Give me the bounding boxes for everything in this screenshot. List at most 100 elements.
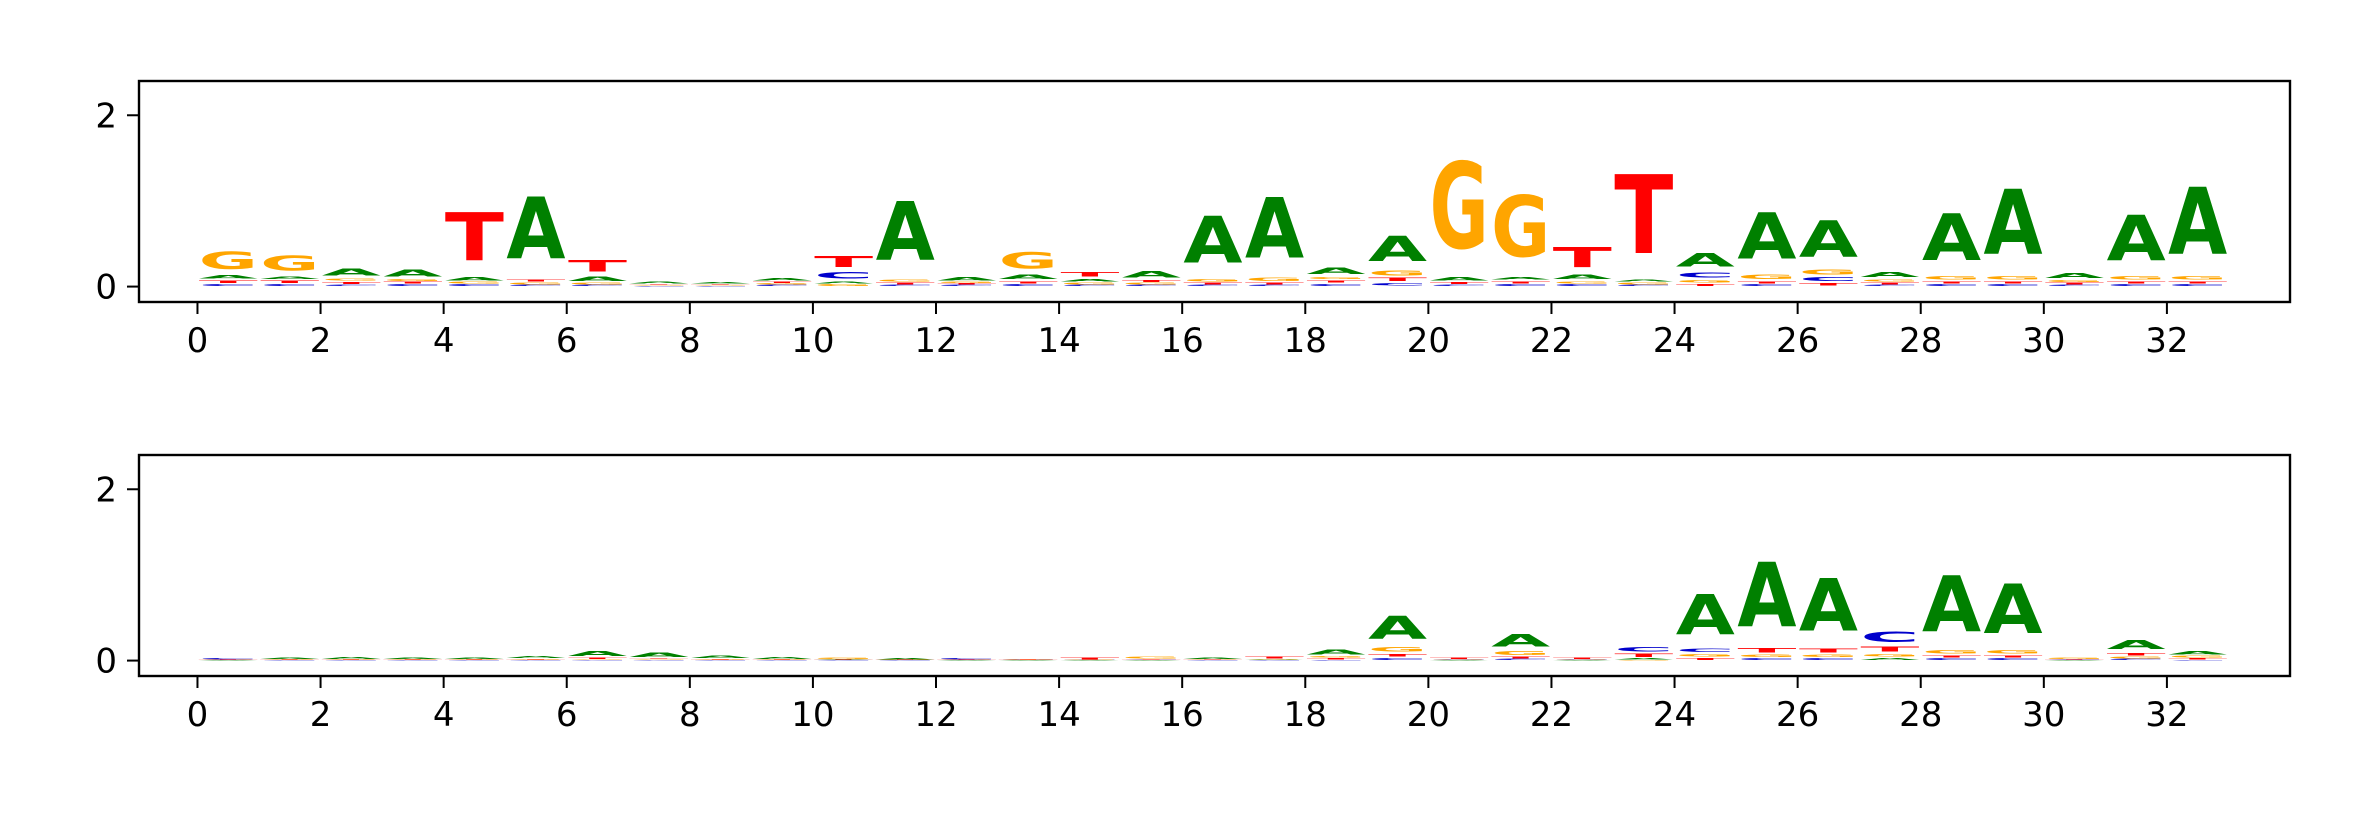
x-tick-label: 16 xyxy=(1161,321,1204,361)
logo-letter-C: C xyxy=(1183,285,1242,287)
logo-letter-C: C xyxy=(1614,646,1673,653)
logo-letter-T: T xyxy=(568,658,627,660)
logo-letter-T: T xyxy=(1307,658,1366,660)
logo-letter-G: G xyxy=(199,660,258,661)
logo-letter-A: A xyxy=(1614,658,1673,660)
logo-letter-T: T xyxy=(1676,657,1735,660)
logo-letter-A: A xyxy=(199,275,258,280)
logo-letter-C: C xyxy=(1430,660,1489,661)
logo-letter-T: T xyxy=(999,281,1058,284)
x-tick-label: 22 xyxy=(1530,321,1573,361)
logo-letter-A: A xyxy=(1368,229,1427,269)
x-tick-label: 10 xyxy=(791,695,834,735)
logo-letter-T: T xyxy=(2168,658,2227,660)
logo-letter-G: G xyxy=(383,279,442,282)
logo-letter-C: C xyxy=(445,660,504,661)
x-tick-label: 16 xyxy=(1161,695,1204,735)
x-tick-label: 2 xyxy=(310,695,332,735)
logo-letter-G: G xyxy=(1922,276,1981,281)
y-tick-label: 2 xyxy=(95,470,117,510)
logo-letter-G: G xyxy=(2168,276,2227,281)
logo-letter-G: G xyxy=(1368,270,1427,278)
logo-letter-C: C xyxy=(1491,659,1550,661)
y-tick-label: 0 xyxy=(95,268,117,308)
logo-letter-G: G xyxy=(1799,654,1858,658)
logo-letter-A: A xyxy=(260,658,319,660)
logo-letter-G: G xyxy=(1799,269,1858,277)
logo-letter-C: C xyxy=(1737,284,1796,287)
x-tick-label: 20 xyxy=(1407,321,1450,361)
logo-letter-C: C xyxy=(753,285,812,287)
logo-letter-T: T xyxy=(1307,280,1366,283)
logo-letter-T: T xyxy=(322,281,381,284)
logo-letter-A: A xyxy=(1245,659,1304,660)
logo-letter-G: G xyxy=(937,281,996,283)
x-tick-label: 8 xyxy=(679,321,701,361)
logo-letter-C: C xyxy=(1984,284,2043,287)
logo-letter-G: G xyxy=(1984,650,2043,655)
logo-letter-A: A xyxy=(1799,211,1858,269)
x-tick-label: 26 xyxy=(1776,321,1819,361)
logo-letter-T: T xyxy=(1245,282,1304,285)
logo-letter-G: G xyxy=(999,248,1058,274)
x-tick-label: 0 xyxy=(187,695,209,735)
logo-letter-C: C xyxy=(1799,658,1858,661)
logo-letter-A: A xyxy=(1553,274,1612,281)
plot-frame xyxy=(137,79,2292,304)
logo-letter-A: A xyxy=(506,181,566,280)
logo-letter-G: G xyxy=(1245,277,1304,282)
logo-letter-G: G xyxy=(876,279,935,282)
logo-letter-T: T xyxy=(506,659,565,660)
logo-letter-C: C xyxy=(630,286,689,287)
x-tick-label: 14 xyxy=(1037,321,1080,361)
logo-letter-T: T xyxy=(814,660,873,661)
logo-letter-A: A xyxy=(1491,631,1550,650)
logo-letter-T: T xyxy=(2045,659,2104,660)
logo-letter-T: T xyxy=(506,279,565,282)
logo-letter-C: C xyxy=(999,284,1058,287)
logo-letter-A: A xyxy=(937,660,996,661)
x-tick-label: 20 xyxy=(1407,695,1450,735)
logo-letter-G: G xyxy=(1614,660,1673,661)
logo-letter-G: G xyxy=(2168,656,2227,659)
logo-letter-C: C xyxy=(2107,659,2166,661)
logo-letter-T: T xyxy=(1430,658,1489,660)
x-tick-label: 28 xyxy=(1899,695,1942,735)
logo-letter-A: A xyxy=(999,274,1058,281)
logo-letter-C: C xyxy=(691,286,750,287)
logo-letter-T: T xyxy=(630,284,689,285)
logo-letter-T: T xyxy=(1676,283,1735,286)
logo-letter-A: A xyxy=(1368,609,1427,646)
logo-letter-T: T xyxy=(1060,271,1119,278)
logo-letter-G: G xyxy=(876,660,935,661)
logo-letter-G: G xyxy=(1060,282,1119,285)
logo-letter-T: T xyxy=(1922,281,1981,284)
logo-letter-C: C xyxy=(383,660,442,661)
logo-letter-G: G xyxy=(1860,279,1919,282)
logo-letter-C: C xyxy=(753,660,812,661)
x-tick-label: 8 xyxy=(679,695,701,735)
logo-letter-A: A xyxy=(937,276,996,281)
logo-letter-G: G xyxy=(260,252,319,276)
logo-letter-A: A xyxy=(1183,658,1242,660)
logo-letter-C: C xyxy=(260,660,319,661)
logo-letter-A: A xyxy=(2045,271,2104,280)
logo-letter-C: C xyxy=(1984,658,2043,661)
logo-letter-C: C xyxy=(691,660,750,661)
logo-letter-T: T xyxy=(1860,282,1919,285)
logo-letter-A: A xyxy=(999,660,1058,661)
logo-letter-A: A xyxy=(1676,249,1735,271)
logo-letter-G: G xyxy=(506,660,565,661)
x-tick-label: 14 xyxy=(1037,695,1080,735)
logo-letter-T: T xyxy=(445,659,504,660)
x-tick-label: 28 xyxy=(1899,321,1942,361)
logo-letter-A: A xyxy=(1737,201,1796,274)
logo-letter-T: T xyxy=(1614,153,1673,279)
x-tick-label: 18 xyxy=(1284,321,1327,361)
logo-letter-G: G xyxy=(199,246,258,274)
logo-letter-G: G xyxy=(322,660,381,661)
logo-letter-C: C xyxy=(322,660,381,661)
logo-letter-A: A xyxy=(1307,266,1366,276)
logo-letter-G: G xyxy=(1491,180,1550,276)
logo-letter-A: A xyxy=(1060,660,1119,661)
